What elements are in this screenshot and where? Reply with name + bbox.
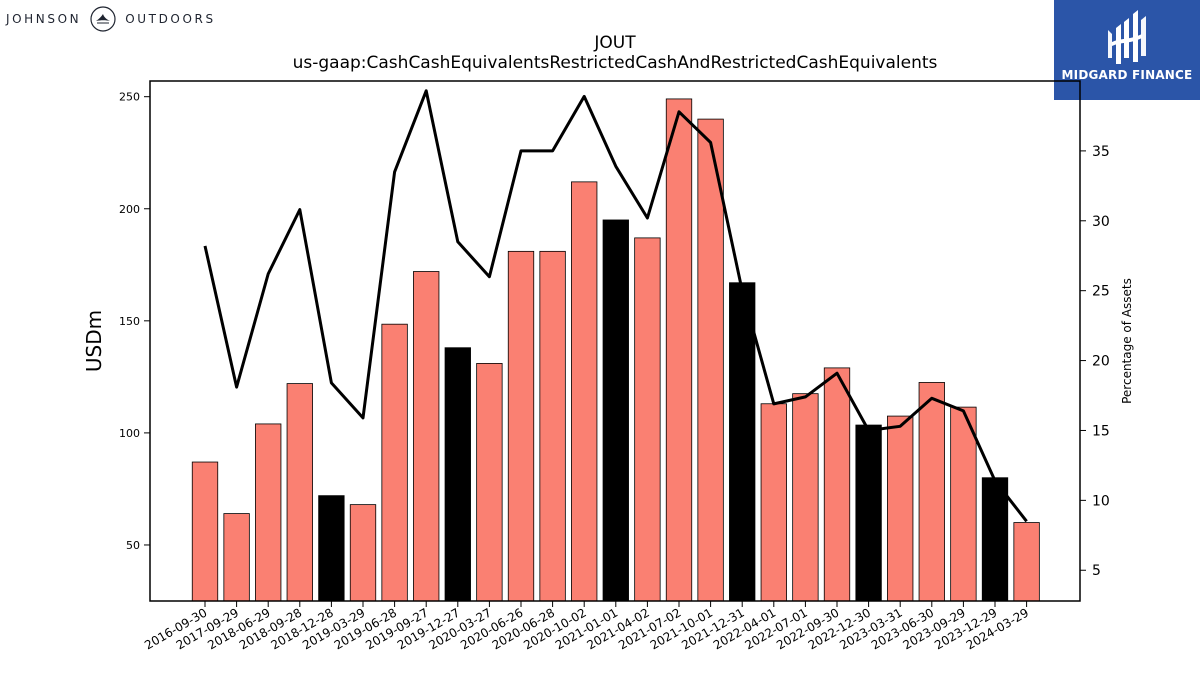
johnson-outdoors-logo: JOHNSON OUTDOORS <box>6 4 216 34</box>
y-axis-left: 50 100 150 200 250 <box>119 91 150 552</box>
badge-text: MIDGARD FINANCE <box>1061 68 1193 82</box>
bar-2016-09-30 <box>191 461 219 602</box>
y-tick-label: 150 <box>119 315 140 328</box>
bar-2021-12-31 <box>729 282 756 602</box>
y2-tick-label: 10 <box>1092 493 1110 509</box>
percentage-of-assets-line <box>203 89 1028 523</box>
y2-tick-label: 15 <box>1092 423 1110 439</box>
bar-2024-03-29 <box>1013 522 1040 602</box>
bar-2018-12-28 <box>318 495 345 602</box>
plot-frame <box>149 80 1081 602</box>
bar-2023-06-30 <box>918 382 945 602</box>
y2-tick-label: 25 <box>1092 284 1110 300</box>
chart-subtitle: us-gaap:CashCashEquivalentsRestrictedCas… <box>293 53 938 73</box>
y-axis-right: 5 10 15 20 25 30 35 <box>1080 144 1110 579</box>
bar-2020-06-26 <box>507 250 535 602</box>
bar-2022-09-30 <box>823 367 851 602</box>
midgard-finance-badge: MIDGARD FINANCE <box>1054 0 1200 100</box>
bar-2019-06-28 <box>381 323 408 602</box>
y-tick-label: 250 <box>119 91 140 104</box>
bar-2021-01-01 <box>602 219 629 602</box>
bar-2022-07-01 <box>792 393 819 602</box>
bar-2022-12-30 <box>855 424 882 602</box>
x-axis: 2016-09-302017-09-292018-06-292018-09-28… <box>142 601 1031 652</box>
bar-2023-09-29 <box>950 406 977 602</box>
y2-tick-label: 5 <box>1092 563 1101 579</box>
bar-2018-09-28 <box>286 383 313 602</box>
y-tick-label: 50 <box>126 539 140 552</box>
bar-2020-06-28 <box>539 250 566 602</box>
bar-2019-12-27 <box>444 347 471 602</box>
bar-2018-06-29 <box>255 423 282 602</box>
line-series <box>203 89 1028 523</box>
y2-tick-label: 20 <box>1092 354 1110 370</box>
bar-2019-09-27 <box>413 271 440 602</box>
y2-axis-label: Percentage of Assets <box>1120 278 1134 404</box>
chart-title: JOUT <box>593 33 636 53</box>
brand-left-word: JOHNSON <box>6 12 82 26</box>
brand-right-word: OUTDOORS <box>125 12 216 26</box>
bar-2020-03-27 <box>476 363 503 602</box>
y-axis-label: USDm <box>82 310 106 372</box>
bar-2023-03-31 <box>887 415 914 602</box>
bar-2021-10-01 <box>697 118 724 602</box>
y-tick-label: 200 <box>119 203 140 216</box>
bar-2020-10-02 <box>571 181 598 602</box>
bar-2019-03-29 <box>349 504 377 602</box>
bar-2023-12-29 <box>981 477 1009 602</box>
y2-tick-label: 35 <box>1092 144 1110 160</box>
johnson-outdoors-logo-icon <box>90 6 116 32</box>
bar-2021-07-02 <box>665 98 693 602</box>
bar-2017-09-29 <box>223 513 250 602</box>
y2-tick-label: 30 <box>1092 214 1110 230</box>
y-tick-label: 100 <box>119 427 140 440</box>
bar-2021-04-02 <box>634 237 661 602</box>
midgard-logo-icon <box>1108 10 1146 64</box>
bar-series <box>191 98 1040 602</box>
bar-2022-04-01 <box>760 403 787 602</box>
